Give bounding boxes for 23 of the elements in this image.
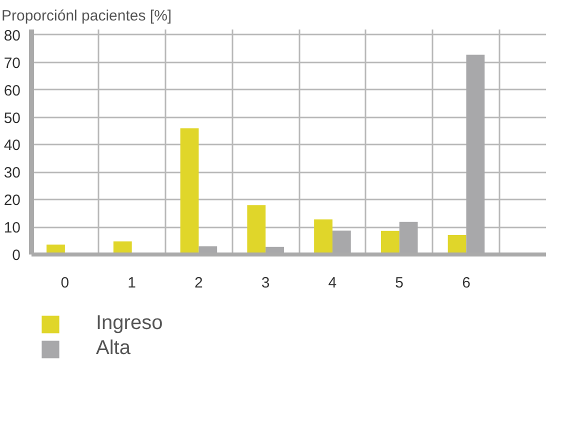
x-tick-label: 4 bbox=[328, 274, 337, 292]
y-tick-label: 10 bbox=[4, 220, 21, 237]
bar bbox=[380, 230, 400, 254]
legend-label: Ingreso bbox=[96, 312, 163, 335]
y-tick-label: 50 bbox=[4, 110, 21, 127]
y-tick-label: 80 bbox=[4, 27, 21, 44]
bar bbox=[314, 219, 332, 254]
x-tick-label: 3 bbox=[261, 274, 270, 292]
x-tick-label: 6 bbox=[462, 274, 470, 292]
y-axis-title: Proporciónl pacientes [%] bbox=[2, 8, 172, 24]
x-tick-label: 5 bbox=[395, 274, 404, 292]
y-tick-label: 40 bbox=[4, 137, 21, 154]
x-tick-label: 2 bbox=[194, 274, 203, 292]
y-tick-label: 30 bbox=[4, 164, 21, 182]
bar bbox=[180, 128, 199, 254]
x-tick-label: 0 bbox=[60, 274, 70, 292]
y-tick-label: 20 bbox=[4, 192, 21, 210]
x-tick-label: 1 bbox=[128, 274, 136, 292]
bar bbox=[247, 205, 266, 254]
y-tick-label: 70 bbox=[4, 54, 21, 72]
y-tick-label: 0 bbox=[12, 247, 20, 264]
y-tick-label: 60 bbox=[4, 82, 21, 100]
legend-label: Alta bbox=[96, 337, 130, 360]
